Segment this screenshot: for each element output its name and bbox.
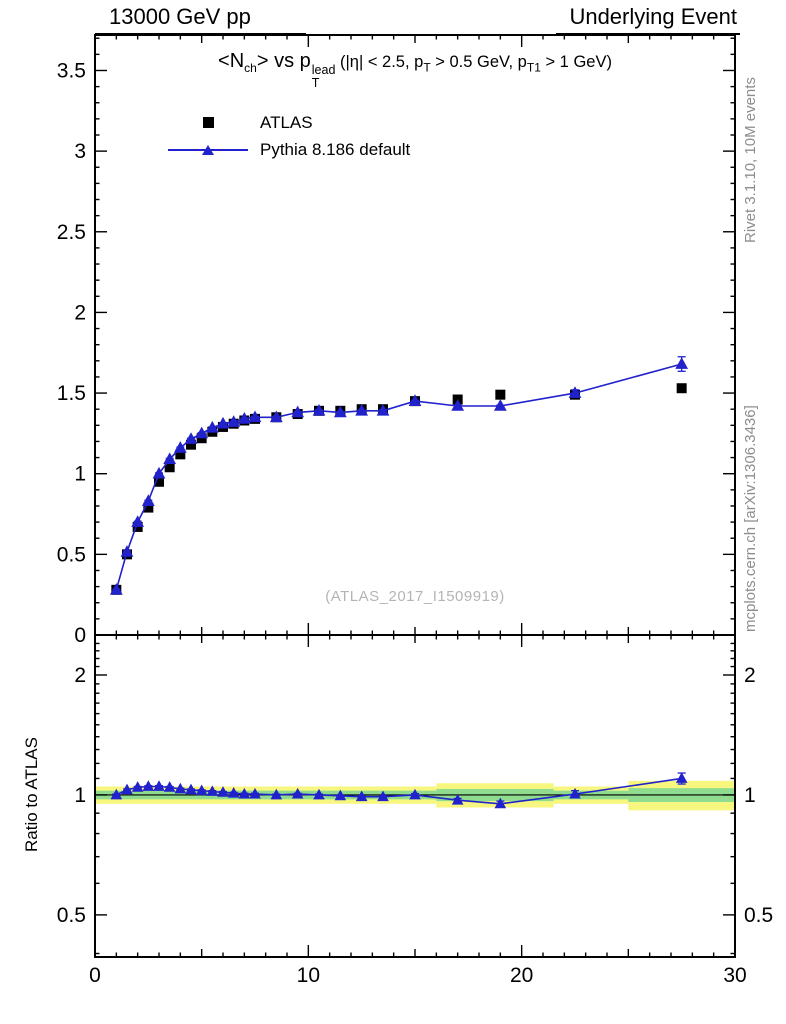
svg-text:1: 1	[74, 463, 86, 486]
legend-item-atlas: ATLAS	[156, 109, 410, 136]
svg-text:10: 10	[297, 964, 320, 987]
pt-lead-stack: lead T	[311, 63, 336, 91]
cut-pre: (|η| < 2.5, p	[335, 53, 424, 71]
svg-text:2.5: 2.5	[57, 221, 86, 244]
rivet-version-label: Rivet 3.1.10, 10M events	[742, 77, 759, 243]
pt-superscript: lead	[311, 63, 336, 77]
analysis-category-header: Underlying Event	[556, 3, 740, 35]
svg-text:2: 2	[74, 664, 86, 687]
mcplots-citation-label: mcplots.cern.ch [arXiv:1306.3436]	[742, 405, 759, 632]
beam-energy-header: 13000 GeV pp	[95, 3, 306, 35]
pt-subscript: T	[311, 76, 320, 91]
cut-post: > 1 GeV)	[540, 53, 612, 71]
ratio-axis-title: Ratio to ATLAS	[22, 737, 41, 852]
svg-text:20: 20	[510, 964, 533, 987]
svg-text:30: 30	[723, 964, 746, 987]
svg-text:1.5: 1.5	[57, 382, 86, 405]
legend: ATLAS Pythia 8.186 default	[156, 109, 410, 163]
legend-label-atlas: ATLAS	[260, 112, 313, 132]
svg-text:0.5: 0.5	[57, 543, 86, 566]
svg-text:1: 1	[74, 784, 86, 807]
legend-item-pythia: Pythia 8.186 default	[156, 136, 410, 163]
square-marker-icon	[202, 117, 214, 128]
svg-text:0.5: 0.5	[744, 904, 773, 927]
svg-text:3.5: 3.5	[57, 59, 86, 82]
title-obs-sub: ch	[244, 61, 257, 75]
analysis-id-watermark: (ATLAS_2017_I1509919)	[325, 588, 505, 605]
pythia-marker-cell	[156, 136, 260, 163]
svg-text:1: 1	[744, 784, 756, 807]
legend-label-pythia: Pythia 8.186 default	[260, 139, 411, 159]
cut-sub1: T	[423, 60, 431, 75]
title-cuts: (|η| < 2.5, pT > 0.5 GeV, pT1 > 1 GeV)	[335, 53, 612, 75]
cut-sub2: T1	[526, 60, 541, 75]
svg-text:3: 3	[74, 140, 86, 163]
svg-text:2: 2	[744, 664, 756, 687]
cut-mid: > 0.5 GeV, p	[430, 53, 527, 71]
svg-text:0: 0	[89, 964, 101, 987]
atlas-marker-cell	[156, 109, 260, 136]
title-obs-pre: <N	[218, 50, 245, 72]
svg-text:2: 2	[74, 301, 86, 324]
plot-title: <Nch> vs p lead T (|η| < 2.5, pT > 0.5 GeV…	[95, 50, 735, 90]
svg-text:0: 0	[74, 624, 86, 647]
svg-text:0.5: 0.5	[57, 904, 86, 927]
triangle-marker-icon	[202, 144, 214, 155]
title-obs-mid: > vs p	[256, 50, 311, 72]
